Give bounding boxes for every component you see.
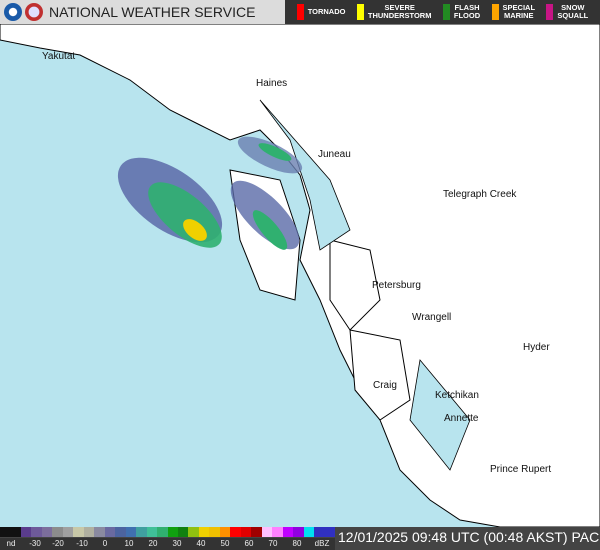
city-label: Juneau bbox=[318, 149, 351, 160]
tornado-swatch bbox=[296, 4, 304, 20]
tick-label: 50 bbox=[220, 539, 230, 548]
legend-label: SNOW SQUALL bbox=[557, 3, 589, 20]
brand: NATIONAL WEATHER SERVICE bbox=[0, 0, 285, 24]
city-label: Yakutat bbox=[42, 51, 76, 62]
color-scale-segment bbox=[0, 527, 11, 537]
special-marine-swatch bbox=[491, 4, 499, 20]
site-title: NATIONAL WEATHER SERVICE bbox=[49, 4, 256, 20]
color-scale-segment bbox=[282, 527, 294, 537]
footer-bar: nd -30 -20 -10 0 10 20 30 40 50 60 70 80 dBZ 12/01/20… bbox=[0, 527, 600, 550]
dbz-tick-labels: nd -30 -20 -10 0 10 20 30 40 50 60 70 80 dBZ bbox=[0, 538, 335, 550]
color-scale-segment bbox=[115, 527, 126, 537]
color-scale-segment bbox=[83, 527, 95, 537]
color-scale-segment bbox=[198, 527, 210, 537]
timestamp: 12/01/2025 09:48 UTC (00:48 AKST) PACG bbox=[338, 529, 600, 545]
color-scale-segment bbox=[157, 527, 168, 537]
city-label: Petersburg bbox=[372, 280, 421, 291]
color-scale-segment bbox=[73, 527, 84, 537]
city-label: Wrangell bbox=[412, 312, 452, 323]
color-scale-segment bbox=[52, 527, 63, 537]
color-scale-segment bbox=[94, 527, 105, 537]
legend-label: FLASH FLOOD bbox=[453, 3, 481, 20]
legend-label: TORNADO bbox=[307, 7, 346, 16]
color-scale-segment bbox=[136, 527, 147, 537]
tick-label: 40 bbox=[196, 539, 206, 548]
tick-label: 30 bbox=[172, 539, 182, 548]
city-label: Ketchikan bbox=[435, 390, 479, 401]
color-scale-segment bbox=[20, 527, 32, 537]
snow-squall-swatch bbox=[546, 4, 554, 20]
header: NATIONAL WEATHER SERVICE TORNADO SEVERE … bbox=[0, 0, 600, 24]
color-scale-segment bbox=[251, 527, 262, 537]
color-scale-segment bbox=[31, 527, 42, 537]
tick-label: 70 bbox=[268, 539, 278, 548]
color-scale-segment bbox=[188, 527, 199, 537]
legend-flash-flood: FLASH FLOOD bbox=[442, 3, 481, 20]
flash-flood-swatch bbox=[442, 4, 450, 20]
color-scale-segment bbox=[219, 527, 231, 537]
color-scale-segment bbox=[62, 527, 74, 537]
noaa-logo bbox=[4, 3, 22, 21]
legend-label: SPECIAL MARINE bbox=[502, 3, 536, 20]
color-scale-segment bbox=[324, 527, 335, 537]
legend-special-marine: SPECIAL MARINE bbox=[491, 3, 536, 20]
legend-severe-thunderstorm: SEVERE THUNDERSTORM bbox=[356, 3, 432, 20]
radar-echoes bbox=[117, 136, 303, 250]
severe-thunderstorm-swatch bbox=[356, 4, 364, 20]
color-scale-segment bbox=[167, 527, 178, 537]
tick-label: 0 bbox=[102, 539, 108, 548]
color-scale-segment bbox=[314, 527, 325, 537]
tick-label: nd bbox=[6, 539, 16, 548]
tick-label: 60 bbox=[244, 539, 254, 548]
legend-label: SEVERE THUNDERSTORM bbox=[367, 3, 432, 20]
tick-label: dBZ bbox=[314, 539, 330, 548]
city-label: Craig bbox=[373, 380, 397, 391]
tick-label: 20 bbox=[148, 539, 158, 548]
city-label: Haines bbox=[256, 78, 288, 89]
color-scale-segment bbox=[230, 527, 241, 537]
tick-label: 10 bbox=[124, 539, 134, 548]
tick-label: -20 bbox=[52, 539, 64, 548]
city-label: Hyder bbox=[523, 342, 550, 353]
city-label: Annette bbox=[444, 413, 479, 424]
color-scale-segment bbox=[240, 527, 252, 537]
water-channels bbox=[259, 99, 471, 471]
color-scale-segment bbox=[177, 527, 189, 537]
color-scale-segment bbox=[104, 527, 116, 537]
city-label: Prince Rupert bbox=[490, 464, 552, 475]
dbz-color-scale bbox=[0, 527, 335, 537]
legend-snow-squall: SNOW SQUALL bbox=[546, 4, 588, 20]
color-scale-segment bbox=[293, 527, 304, 537]
color-scale-segment bbox=[303, 527, 315, 537]
tick-label: 80 bbox=[292, 539, 302, 548]
color-scale-segment bbox=[272, 527, 283, 537]
warning-legend: TORNADO SEVERE THUNDERSTORM FLASH FLOOD … bbox=[285, 0, 600, 24]
city-label: Telegraph Creek bbox=[443, 189, 517, 200]
color-scale-segment bbox=[10, 527, 21, 537]
color-scale-segment bbox=[146, 527, 158, 537]
legend-tornado: TORNADO bbox=[296, 4, 346, 20]
color-scale-segment bbox=[41, 527, 53, 537]
color-scale-segment bbox=[125, 527, 137, 537]
tick-label: -30 bbox=[29, 539, 41, 548]
nws-logo bbox=[25, 3, 43, 21]
color-scale-segment bbox=[261, 527, 273, 537]
tick-label: -10 bbox=[76, 539, 88, 548]
color-scale-segment bbox=[209, 527, 220, 537]
